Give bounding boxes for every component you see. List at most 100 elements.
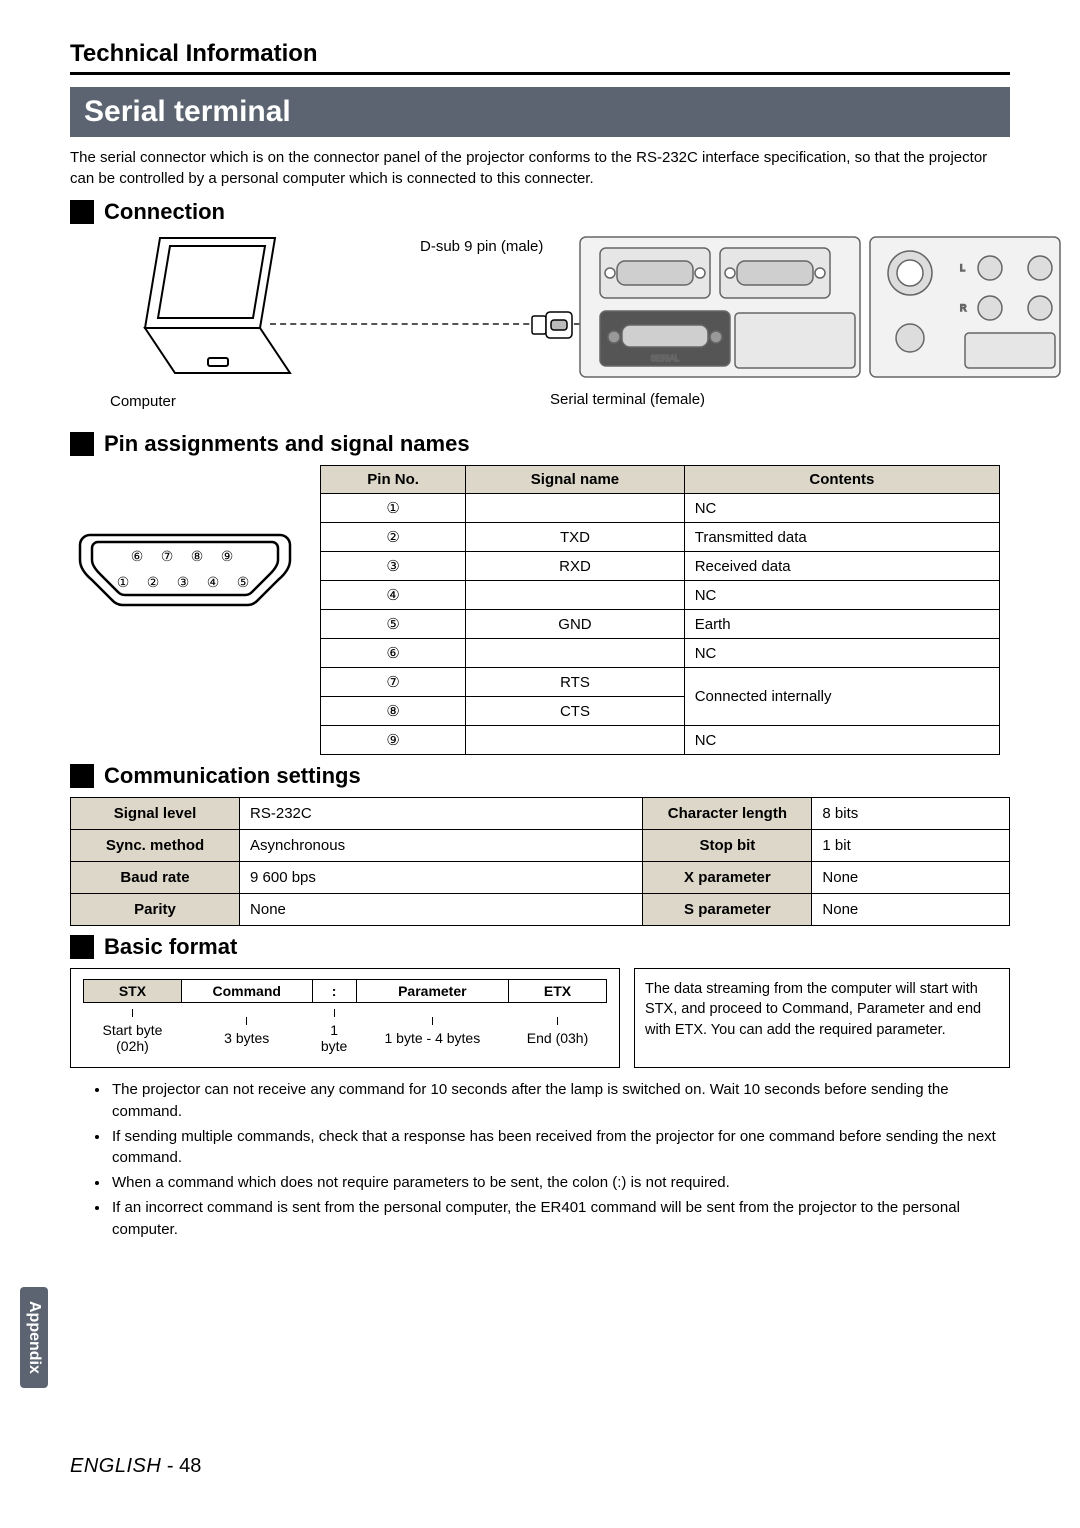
footer-page: - 48 (161, 1455, 201, 1477)
square-icon (70, 432, 94, 456)
cell: S parameter (643, 894, 812, 926)
list-item: The projector can not receive any comman… (110, 1078, 1010, 1123)
cell: ④ (321, 581, 466, 610)
cell: RXD (466, 552, 685, 581)
cell: ⑧ (321, 697, 466, 726)
list-item: When a command which does not require pa… (110, 1171, 1010, 1194)
table-row: Parity None S parameter None (71, 894, 1010, 926)
cell: Transmitted data (684, 523, 999, 552)
cell: Sync. method (71, 830, 240, 862)
heading-format: Basic format (70, 934, 1010, 960)
heading-pin: Pin assignments and signal names (70, 431, 1010, 457)
heading-comm-label: Communication settings (104, 763, 361, 789)
footer-lang: ENGLISH (70, 1455, 161, 1477)
projector-panel-icon: SERIAL L R (570, 233, 1070, 378)
square-icon (70, 200, 94, 224)
cell (466, 494, 685, 523)
cell: ⑥ (321, 639, 466, 668)
dsub-label: D-sub 9 pin (male) (420, 238, 543, 255)
banner-serial-terminal: Serial terminal (70, 87, 1010, 137)
cell: ETX (509, 980, 607, 1003)
svg-text:③: ③ (177, 574, 190, 590)
label: 1 byte (321, 1022, 347, 1054)
cell: ⑤ (321, 610, 466, 639)
cell: Start byte (02h) (84, 1003, 182, 1058)
serial-terminal-label: Serial terminal (female) (550, 391, 705, 408)
svg-text:⑤: ⑤ (237, 574, 250, 590)
label: 1 byte - 4 bytes (384, 1030, 480, 1046)
divider (70, 72, 1010, 75)
cell: Parity (71, 894, 240, 926)
table-row: Pin No. Signal name Contents (321, 466, 1000, 494)
square-icon (70, 935, 94, 959)
svg-text:L: L (960, 263, 965, 273)
pin-table: Pin No. Signal name Contents ① NC ②TXDTra… (320, 465, 1000, 755)
comm-table: Signal level RS-232C Character length 8 … (70, 797, 1010, 926)
cell: None (812, 862, 1010, 894)
notes-list: The projector can not receive any comman… (110, 1078, 1010, 1240)
th-contents: Contents (684, 466, 999, 494)
section-title: Technical Information (70, 40, 1010, 68)
svg-text:⑦: ⑦ (161, 548, 174, 564)
cell: 1 byte (312, 1003, 356, 1058)
svg-text:⑥: ⑥ (131, 548, 144, 564)
laptop-icon (130, 233, 300, 388)
table-row: Sync. method Asynchronous Stop bit 1 bit (71, 830, 1010, 862)
table-row: STX Command : Parameter ETX (84, 980, 607, 1003)
label: 3 bytes (224, 1030, 269, 1046)
svg-text:⑧: ⑧ (191, 548, 204, 564)
th-signal: Signal name (466, 466, 685, 494)
cell: Command (181, 980, 312, 1003)
table-row: Baud rate 9 600 bps X parameter None (71, 862, 1010, 894)
cell: Stop bit (643, 830, 812, 862)
lead-text: The serial connector which is on the con… (70, 147, 1010, 189)
cell: End (03h) (509, 1003, 607, 1058)
label: End (03h) (527, 1030, 588, 1046)
cell: Character length (643, 798, 812, 830)
cell: X parameter (643, 862, 812, 894)
pin-row: ⑥⑦⑧⑨ ①②③④⑤ Pin No. Signal name Contents … (70, 465, 1010, 755)
svg-text:①: ① (117, 574, 130, 590)
cell: NC (684, 581, 999, 610)
cell (466, 639, 685, 668)
table-row: ④ NC (321, 581, 1000, 610)
list-item: If an incorrect command is sent from the… (110, 1196, 1010, 1241)
cell: Earth (684, 610, 999, 639)
heading-connection: Connection (70, 199, 1010, 225)
heading-pin-label: Pin assignments and signal names (104, 431, 470, 457)
cell: NC (684, 726, 999, 755)
cell: ① (321, 494, 466, 523)
cell: ⑨ (321, 726, 466, 755)
svg-text:④: ④ (207, 574, 220, 590)
svg-text:②: ② (147, 574, 160, 590)
cell: GND (466, 610, 685, 639)
table-row: ③RXDReceived data (321, 552, 1000, 581)
format-table: STX Command : Parameter ETX Start byte (… (83, 979, 607, 1057)
cell: TXD (466, 523, 685, 552)
cell: None (812, 894, 1010, 926)
cell: ⑦ (321, 668, 466, 697)
table-row: ⑤GNDEarth (321, 610, 1000, 639)
cell: : (312, 980, 356, 1003)
cell: 1 byte - 4 bytes (356, 1003, 508, 1058)
cell: ② (321, 523, 466, 552)
cell: 3 bytes (181, 1003, 312, 1058)
page-footer: ENGLISH - 48 (70, 1455, 201, 1478)
cell: 8 bits (812, 798, 1010, 830)
cell: Connected internally (684, 668, 999, 726)
side-tab-appendix: Appendix (20, 1287, 48, 1388)
table-row: ⑦RTSConnected internally (321, 668, 1000, 697)
cell: Received data (684, 552, 999, 581)
svg-text:SERIAL: SERIAL (651, 354, 680, 363)
table-row: ① NC (321, 494, 1000, 523)
cell: 1 bit (812, 830, 1010, 862)
label: Start byte (02h) (103, 1022, 163, 1054)
heading-connection-label: Connection (104, 199, 225, 225)
format-side-text: The data streaming from the computer wil… (634, 968, 1010, 1068)
cell: RS-232C (240, 798, 643, 830)
connection-diagram: D-sub 9 pin (male) SERIAL (110, 233, 1010, 423)
cell: NC (684, 639, 999, 668)
table-row: ⑨ NC (321, 726, 1000, 755)
cell: None (240, 894, 643, 926)
cell: NC (684, 494, 999, 523)
